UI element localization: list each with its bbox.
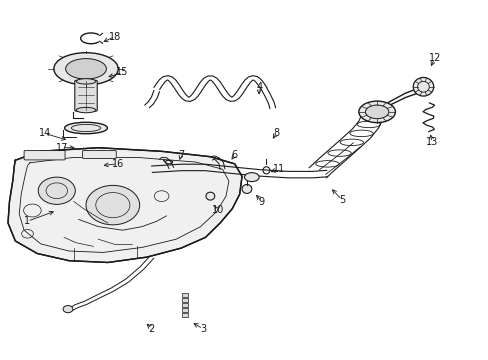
Text: 4: 4 [256,82,262,92]
FancyBboxPatch shape [82,150,116,158]
Bar [181,313,188,317]
Text: 14: 14 [39,129,51,138]
Ellipse shape [65,59,106,79]
Text: 11: 11 [272,164,284,174]
Ellipse shape [242,184,251,193]
Ellipse shape [76,79,96,84]
Text: 6: 6 [231,150,237,160]
Polygon shape [8,148,242,262]
Ellipse shape [358,101,395,123]
Text: 1: 1 [24,216,31,226]
Ellipse shape [54,53,118,85]
Text: 12: 12 [427,53,440,63]
Text: 2: 2 [148,324,155,334]
Text: 18: 18 [109,32,121,41]
Text: 7: 7 [178,150,184,160]
Circle shape [63,306,73,313]
Ellipse shape [64,122,107,134]
Bar [182,298,188,302]
Text: 10: 10 [211,206,224,216]
Text: 17: 17 [55,143,68,153]
Text: 16: 16 [111,159,123,169]
Bar [182,308,188,312]
Text: 9: 9 [258,197,264,207]
Ellipse shape [244,173,259,181]
Text: 15: 15 [116,67,128,77]
Ellipse shape [205,192,214,200]
Circle shape [86,185,140,225]
Text: 8: 8 [273,129,279,138]
FancyBboxPatch shape [24,150,65,160]
Bar [182,303,188,307]
Ellipse shape [76,107,96,113]
Text: 13: 13 [425,138,437,147]
FancyBboxPatch shape [75,80,97,111]
Ellipse shape [412,77,433,96]
Circle shape [38,177,75,204]
Ellipse shape [365,105,388,119]
Bar [182,293,187,297]
Text: 5: 5 [338,195,345,205]
Text: 3: 3 [200,324,206,334]
